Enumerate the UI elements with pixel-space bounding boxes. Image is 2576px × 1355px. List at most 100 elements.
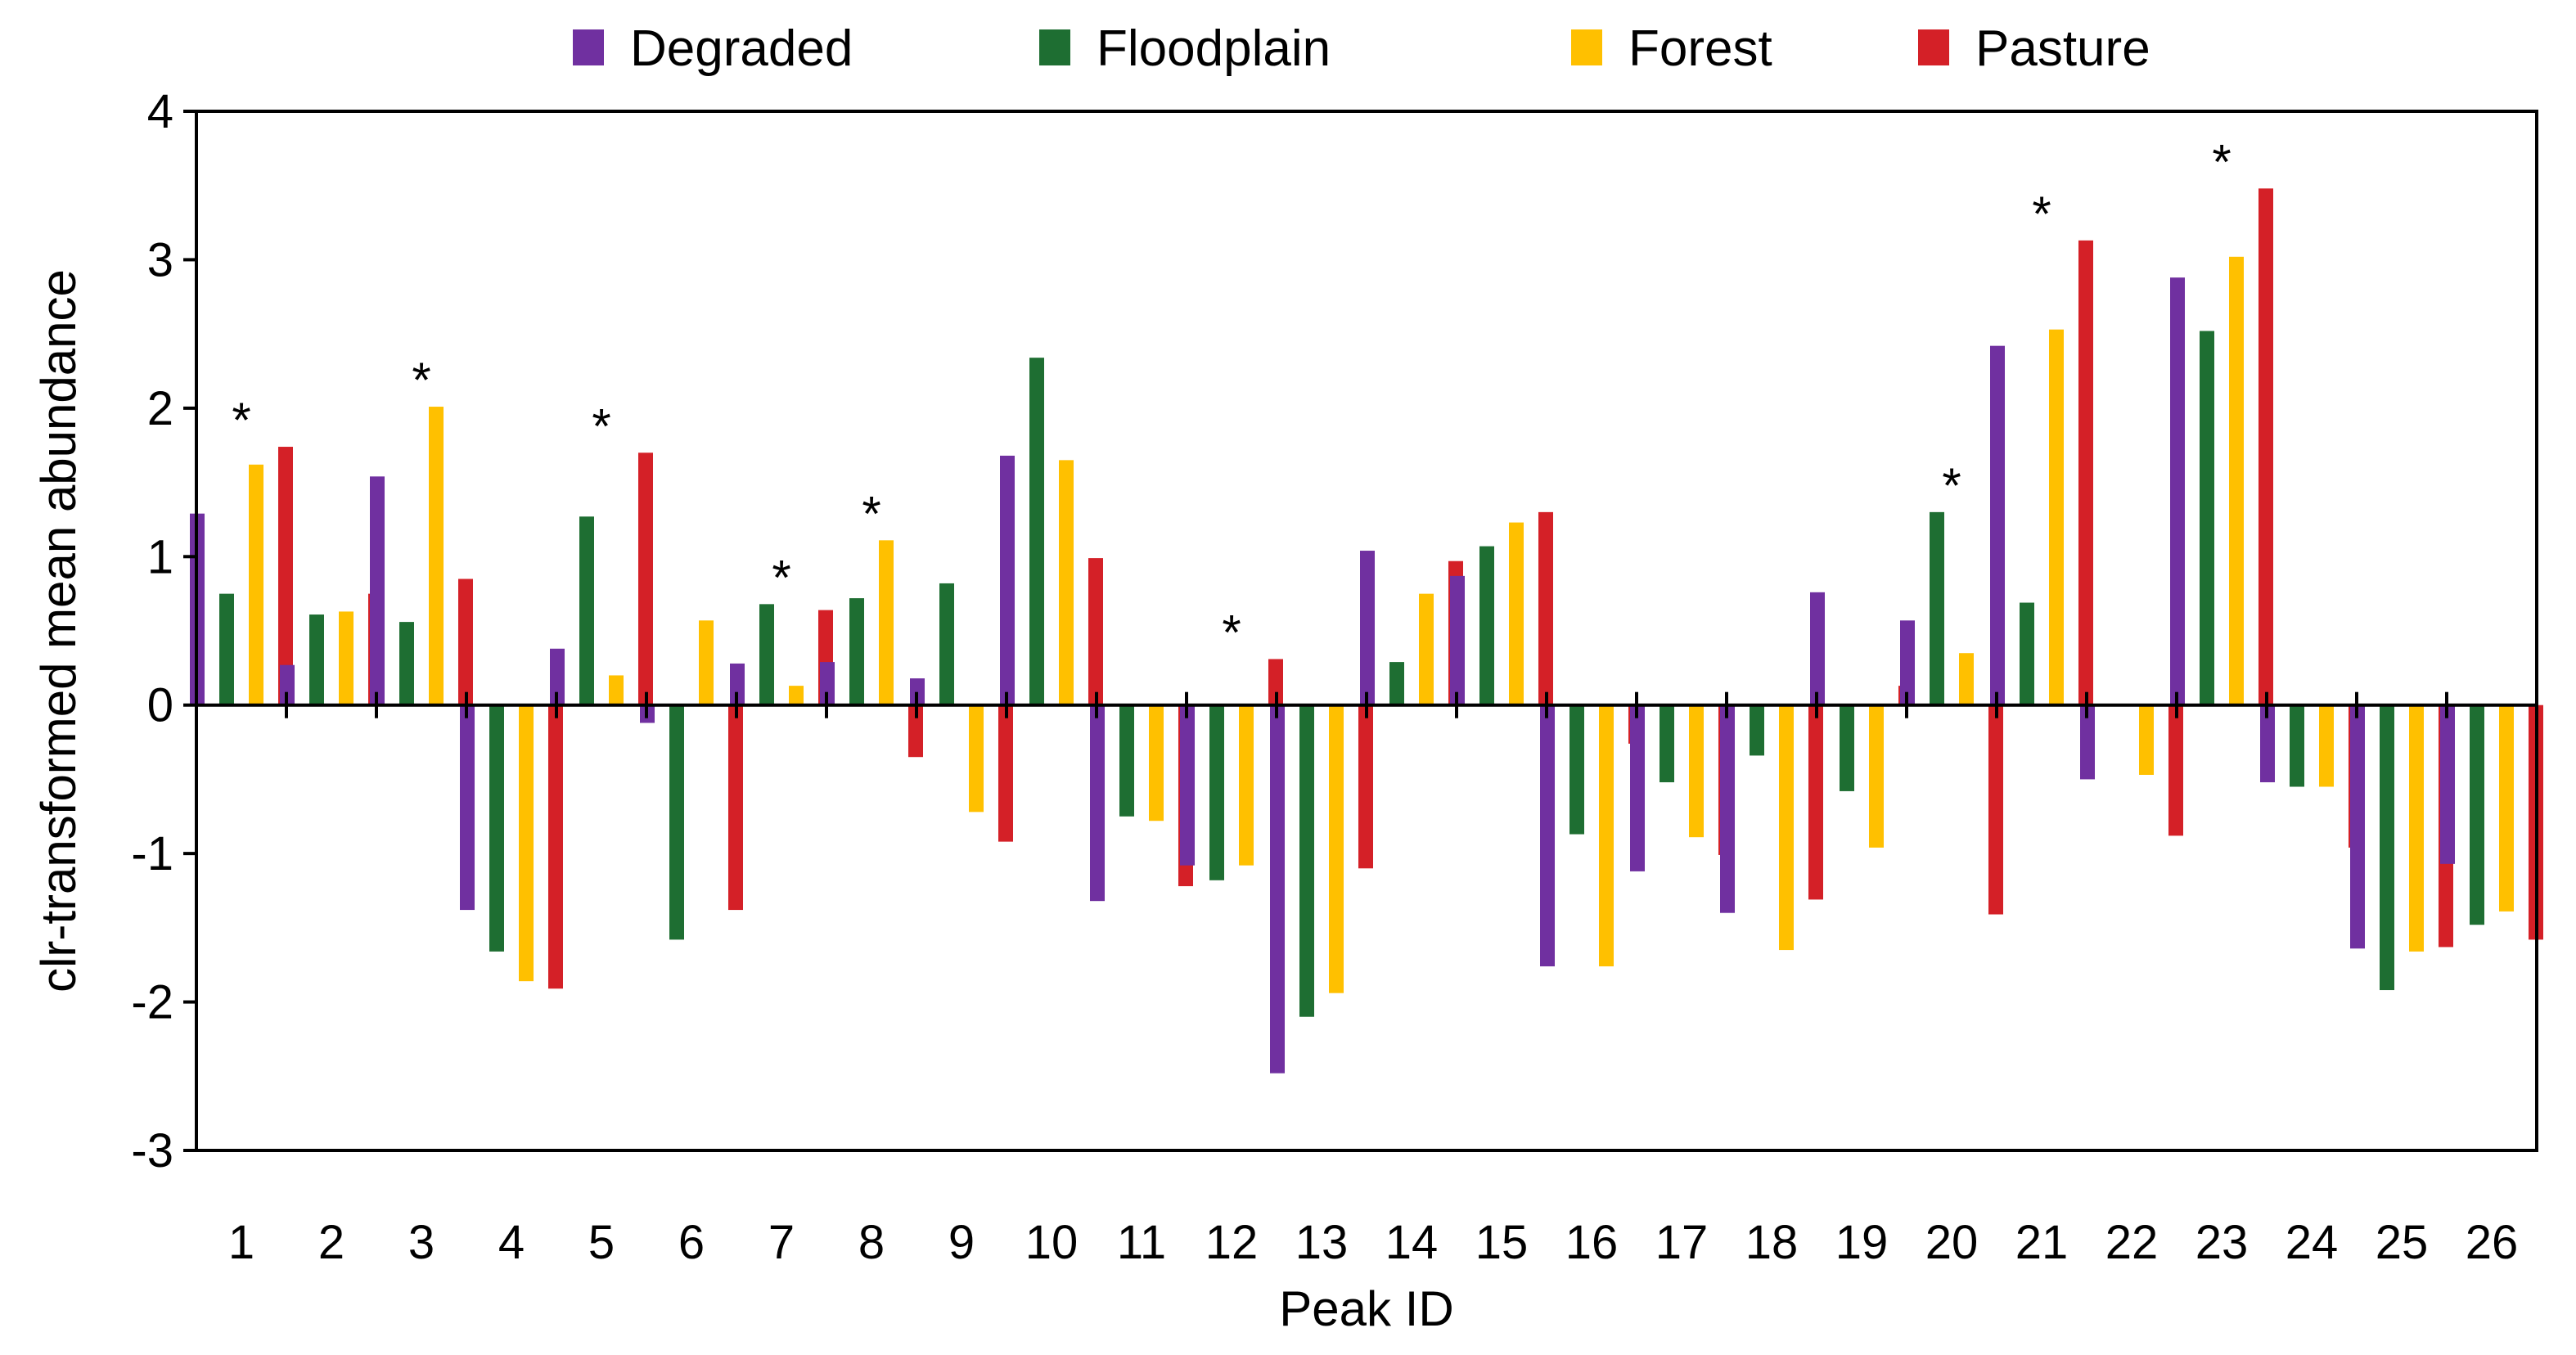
significance-markers: * * * * * * * * *	[232, 134, 2231, 659]
bar-degraded-peak-3	[370, 476, 385, 705]
bar-floodplain-peak-11	[1119, 705, 1134, 817]
bar-floodplain-peak-21	[2020, 602, 2034, 705]
bar-forest-peak-12	[1239, 705, 1254, 866]
bar-forest-peak-16	[1599, 705, 1614, 967]
bar-degraded-peak-2	[280, 664, 295, 705]
legend-swatch-floodplain	[1039, 29, 1070, 65]
bar-pasture-peak-12	[1268, 659, 1283, 705]
bar-forest-peak-6	[699, 620, 714, 705]
bar-degraded-peak-9	[910, 678, 925, 705]
x-tick-label: 26	[2466, 1216, 2519, 1269]
bar-pasture-peak-15	[1538, 511, 1553, 705]
x-tick-label: 22	[2105, 1216, 2159, 1269]
y-tick-label: 4	[147, 85, 173, 138]
bar-forest-peak-11	[1149, 705, 1164, 822]
bar-degraded-peak-14	[1360, 551, 1375, 705]
x-tick-label: 4	[498, 1216, 525, 1269]
bar-forest-peak-24	[2319, 705, 2334, 787]
x-tick-label: 18	[1745, 1216, 1799, 1269]
x-tick-label: 9	[948, 1216, 975, 1269]
significance-marker-peak-8: *	[862, 486, 880, 541]
bar-forest-peak-17	[1689, 705, 1704, 838]
bar-pasture-peak-23	[2259, 188, 2273, 705]
bar-degraded-peak-15	[1450, 575, 1465, 705]
bar-floodplain-peak-6	[669, 705, 684, 940]
bar-floodplain-peak-4	[489, 705, 504, 952]
y-tick-label: 2	[147, 382, 173, 435]
bar-floodplain-peak-5	[579, 516, 594, 705]
legend-swatch-forest	[1571, 29, 1602, 65]
bar-forest-peak-15	[1509, 522, 1524, 705]
bar-pasture-peak-9	[998, 705, 1013, 842]
x-tick-label: 19	[1835, 1216, 1889, 1269]
bar-degraded-peak-10	[1000, 455, 1015, 705]
bar-forest-peak-18	[1779, 705, 1794, 951]
bar-forest-peak-4	[519, 705, 534, 982]
bar-floodplain-peak-24	[2290, 705, 2304, 787]
bar-degraded-peak-26	[2440, 705, 2455, 864]
significance-marker-peak-7: *	[772, 550, 790, 605]
bar-degraded-peak-23	[2170, 277, 2185, 705]
x-tick-label: 16	[1565, 1216, 1619, 1269]
bar-forest-peak-19	[1869, 705, 1884, 848]
y-tick-label: -1	[131, 827, 173, 880]
y-tick-label: -3	[131, 1124, 173, 1177]
x-axis-title: Peak ID	[1279, 1281, 1453, 1336]
bar-forest-peak-8	[879, 540, 894, 705]
x-tick-label: 20	[1925, 1216, 1979, 1269]
significance-marker-peak-3: *	[412, 353, 430, 407]
bar-degraded-peak-18	[1720, 705, 1735, 913]
bar-floodplain-peak-7	[759, 604, 774, 705]
legend-swatch-pasture	[1918, 29, 1949, 65]
y-tick-label: 3	[147, 233, 173, 286]
bar-pasture-peak-6	[728, 705, 743, 911]
bar-forest-peak-5	[609, 675, 624, 705]
x-tick-label: 3	[408, 1216, 435, 1269]
x-tick-label: 14	[1385, 1216, 1439, 1269]
bar-pasture-peak-4	[548, 705, 563, 989]
bar-pasture-peak-10	[1088, 558, 1103, 705]
significance-marker-peak-21: *	[2032, 187, 2051, 241]
y-tick-label: -2	[131, 976, 173, 1029]
x-tick-label: 13	[1295, 1216, 1349, 1269]
bar-pasture-peak-5	[638, 452, 653, 705]
bar-degraded-peak-11	[1090, 705, 1105, 902]
bar-floodplain-peak-13	[1299, 705, 1314, 1017]
legend-swatch-degraded	[573, 29, 604, 65]
bar-degraded-peak-8	[820, 662, 835, 705]
ticks	[183, 110, 2448, 1152]
bar-degraded-peak-7	[730, 663, 745, 705]
bar-pasture-peak-1	[278, 447, 293, 705]
x-tick-label: 7	[768, 1216, 795, 1269]
legend-label-floodplain: Floodplain	[1097, 20, 1331, 77]
y-axis-title: clr-transformed mean abundance	[31, 269, 86, 993]
x-tick-label: 25	[2376, 1216, 2429, 1269]
bar-degraded-peak-17	[1630, 705, 1645, 871]
bar-forest-peak-23	[2229, 256, 2244, 705]
bar-forest-peak-9	[969, 705, 984, 813]
x-tick-label: 23	[2195, 1216, 2249, 1269]
bar-degraded-peak-24	[2260, 705, 2275, 783]
bar-floodplain-peak-17	[1660, 705, 1674, 783]
bar-degraded-peak-5	[550, 648, 565, 705]
bar-forest-peak-10	[1059, 460, 1074, 705]
bar-forest-peak-3	[429, 407, 444, 705]
bar-degraded-peak-12	[1180, 705, 1195, 866]
bar-degraded-peak-25	[2350, 705, 2365, 949]
bar-pasture-peak-18	[1808, 705, 1823, 900]
bar-pasture-peak-8	[908, 705, 923, 758]
x-tick-label: 12	[1205, 1216, 1259, 1269]
legend-label-forest: Forest	[1628, 20, 1772, 77]
x-tick-label: 21	[2015, 1216, 2069, 1269]
bar-pasture-peak-3	[458, 578, 473, 705]
bar-forest-peak-25	[2409, 705, 2424, 952]
y-tick-label: 0	[147, 679, 173, 732]
bar-floodplain-peak-19	[1840, 705, 1854, 791]
bar-floodplain-peak-20	[1930, 511, 1944, 705]
bar-floodplain-peak-15	[1479, 546, 1494, 705]
bar-degraded-peak-20	[1900, 620, 1915, 705]
bar-floodplain-peak-16	[1569, 705, 1584, 835]
legend-label-pasture: Pasture	[1975, 20, 2150, 77]
